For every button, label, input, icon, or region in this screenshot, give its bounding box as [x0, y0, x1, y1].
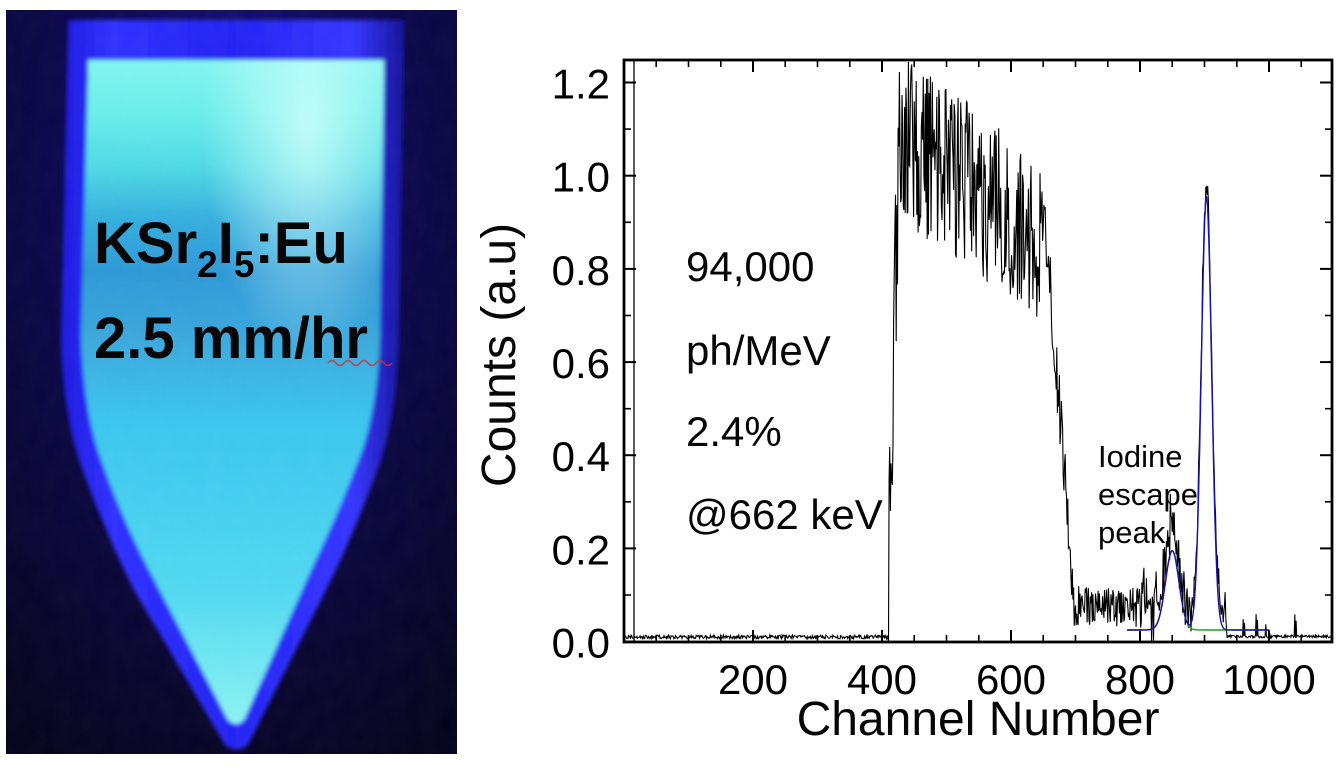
svg-text:peak: peak: [1098, 515, 1166, 550]
svg-text:0.2: 0.2: [552, 526, 610, 573]
svg-text:1.0: 1.0: [552, 154, 610, 201]
svg-text:0.0: 0.0: [552, 620, 610, 667]
svg-text:ph/MeV: ph/MeV: [686, 327, 831, 374]
svg-text:escape: escape: [1098, 477, 1198, 512]
svg-text:1000: 1000: [1222, 656, 1315, 703]
svg-text:94,000: 94,000: [686, 243, 814, 290]
svg-text:Iodine: Iodine: [1098, 439, 1182, 474]
svg-text:0.6: 0.6: [552, 340, 610, 387]
svg-text:0.4: 0.4: [552, 433, 610, 480]
svg-text:200: 200: [718, 656, 788, 703]
svg-text:Channel Number: Channel Number: [797, 693, 1160, 746]
svg-text:2.4%: 2.4%: [686, 408, 782, 455]
svg-text:0.8: 0.8: [552, 247, 610, 294]
svg-text:@662 keV: @662 keV: [686, 491, 883, 538]
svg-text:1.2: 1.2: [552, 61, 610, 108]
svg-text:Counts (a.u): Counts (a.u): [473, 223, 526, 487]
